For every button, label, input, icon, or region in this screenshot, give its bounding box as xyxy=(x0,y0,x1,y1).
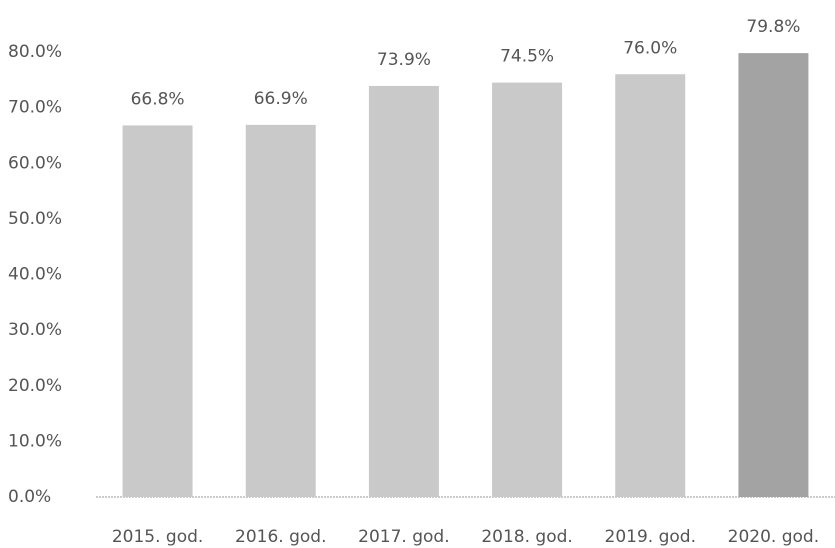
bar xyxy=(368,85,439,498)
value-label: 66.8% xyxy=(131,89,185,109)
value-label: 79.8% xyxy=(746,17,800,37)
value-label: 73.9% xyxy=(377,50,431,70)
x-tick-label: 2018. god. xyxy=(481,527,572,547)
value-label: 74.5% xyxy=(500,47,554,67)
bar xyxy=(492,82,563,497)
x-tick-label: 2019. god. xyxy=(605,527,696,547)
y-tick-label: 20.0% xyxy=(8,376,62,396)
value-label: 66.9% xyxy=(254,89,308,109)
x-tick-label: 2020. god. xyxy=(728,527,819,547)
y-tick-label: 50.0% xyxy=(8,209,62,229)
x-tick-label: 2015. god. xyxy=(112,527,203,547)
y-tick-label: 80.0% xyxy=(8,42,62,62)
bar xyxy=(738,53,809,498)
y-tick-label: 70.0% xyxy=(8,98,62,118)
x-tick-label: 2017. god. xyxy=(358,527,449,547)
y-tick-label: 10.0% xyxy=(8,431,62,451)
y-tick-label: 30.0% xyxy=(8,320,62,340)
x-tick-label: 2016. god. xyxy=(235,527,326,547)
y-tick-label: 60.0% xyxy=(8,153,62,173)
bar xyxy=(615,74,686,497)
bar xyxy=(245,124,316,498)
y-tick-label: 0.0% xyxy=(8,487,51,507)
value-label: 76.0% xyxy=(623,38,677,58)
bar xyxy=(122,125,193,498)
y-tick-label: 40.0% xyxy=(8,265,62,285)
